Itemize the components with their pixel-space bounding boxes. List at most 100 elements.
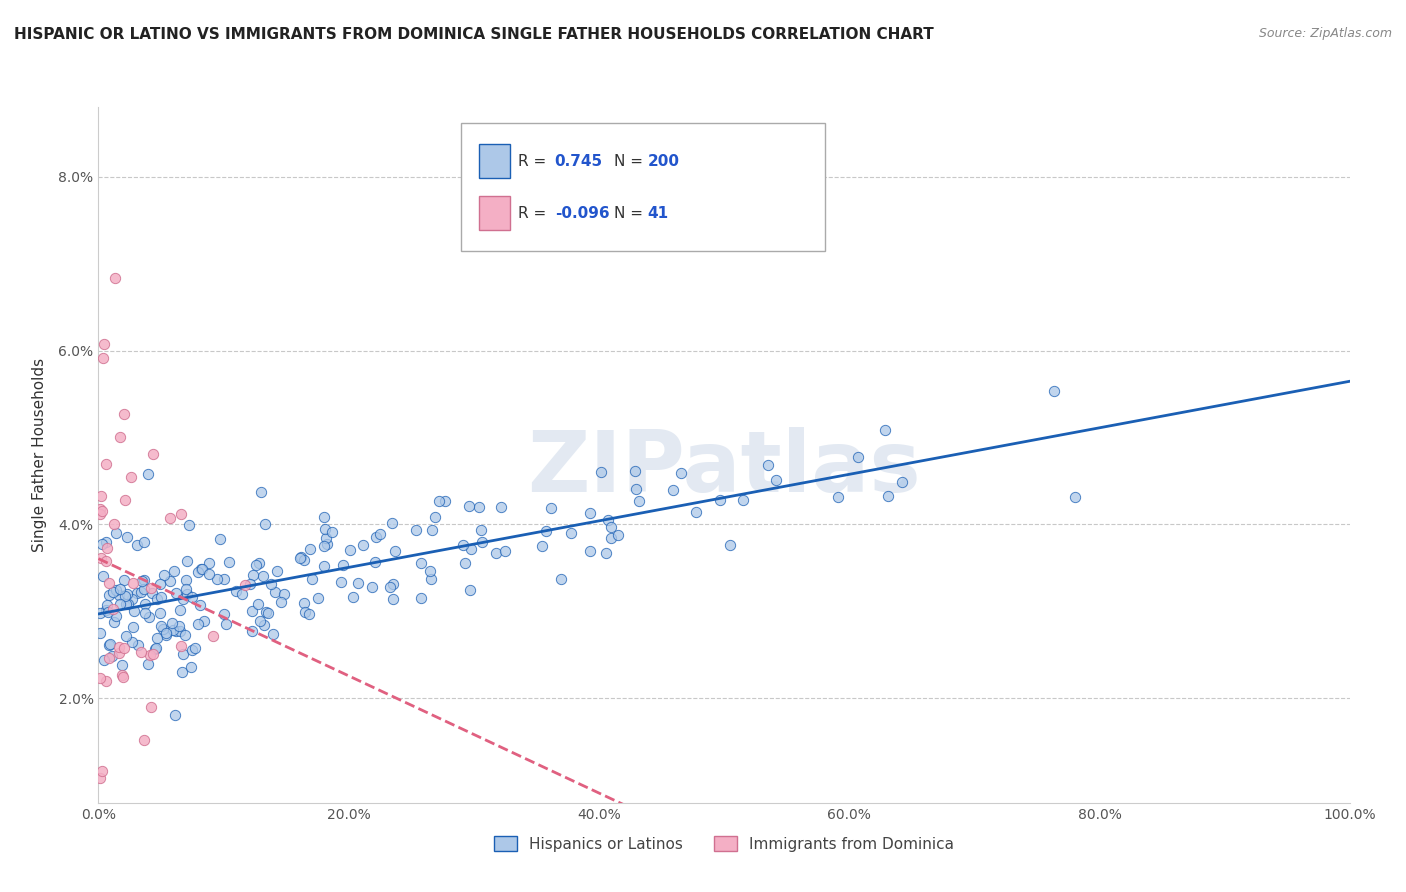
Point bbox=[669, 466, 692, 480]
Point bbox=[111, 670, 134, 684]
Point bbox=[250, 484, 273, 499]
Point bbox=[184, 640, 207, 655]
Point bbox=[352, 538, 374, 552]
Point bbox=[120, 470, 142, 484]
Point bbox=[891, 475, 914, 489]
Point bbox=[180, 660, 202, 674]
Point bbox=[381, 591, 404, 606]
Point bbox=[176, 554, 198, 568]
Point bbox=[162, 623, 184, 637]
Point bbox=[540, 501, 562, 516]
Point bbox=[138, 609, 160, 624]
Point bbox=[90, 550, 112, 565]
Point bbox=[245, 558, 267, 573]
Point bbox=[454, 556, 477, 570]
Point bbox=[108, 582, 131, 597]
Point bbox=[141, 700, 163, 714]
Point bbox=[125, 586, 148, 600]
Point bbox=[96, 602, 118, 616]
Point bbox=[107, 640, 129, 655]
Point bbox=[253, 618, 276, 632]
Point bbox=[136, 467, 159, 481]
Point bbox=[98, 651, 121, 665]
Text: N =: N = bbox=[614, 153, 643, 169]
Point bbox=[661, 483, 683, 498]
Point bbox=[628, 494, 651, 508]
Point bbox=[316, 537, 339, 551]
Point bbox=[468, 500, 491, 514]
Point bbox=[91, 536, 114, 550]
Point bbox=[378, 580, 401, 594]
Point bbox=[599, 531, 621, 545]
Point bbox=[115, 587, 138, 601]
Point bbox=[108, 588, 131, 602]
Point bbox=[121, 620, 143, 634]
Point bbox=[112, 640, 135, 655]
Point bbox=[131, 574, 153, 589]
Point bbox=[142, 446, 165, 460]
Point bbox=[257, 607, 280, 621]
Point bbox=[127, 638, 149, 652]
Point bbox=[536, 524, 558, 538]
Point bbox=[108, 430, 131, 444]
Point bbox=[321, 525, 343, 540]
Point bbox=[314, 510, 336, 524]
Point bbox=[108, 646, 131, 660]
Text: Source: ZipAtlas.com: Source: ZipAtlas.com bbox=[1258, 27, 1392, 40]
Point bbox=[132, 535, 155, 549]
Point bbox=[531, 539, 554, 553]
Text: R =: R = bbox=[519, 205, 547, 220]
Point bbox=[270, 595, 292, 609]
Point bbox=[114, 628, 136, 642]
Point bbox=[117, 597, 139, 611]
Point bbox=[419, 572, 441, 586]
Point bbox=[91, 351, 114, 365]
Point bbox=[129, 585, 152, 599]
Point bbox=[231, 587, 253, 601]
Point bbox=[149, 619, 172, 633]
Point bbox=[242, 624, 264, 639]
Point bbox=[103, 517, 125, 532]
Point bbox=[239, 577, 262, 591]
Point bbox=[626, 482, 648, 496]
Point bbox=[433, 493, 456, 508]
Point bbox=[146, 632, 169, 646]
Point bbox=[579, 544, 602, 558]
Text: 200: 200 bbox=[648, 153, 679, 169]
Text: -0.096: -0.096 bbox=[555, 205, 609, 220]
Point bbox=[212, 572, 235, 586]
Point bbox=[170, 507, 193, 521]
Point bbox=[122, 576, 145, 591]
Text: HISPANIC OR LATINO VS IMMIGRANTS FROM DOMINICA SINGLE FATHER HOUSEHOLDS CORRELAT: HISPANIC OR LATINO VS IMMIGRANTS FROM DO… bbox=[14, 27, 934, 42]
Point bbox=[332, 558, 354, 573]
Point bbox=[173, 628, 195, 642]
Point bbox=[165, 624, 187, 638]
Point bbox=[104, 271, 127, 285]
Point bbox=[339, 543, 361, 558]
Point bbox=[148, 606, 170, 620]
Text: ZIPatlas: ZIPatlas bbox=[527, 427, 921, 510]
Text: R =: R = bbox=[519, 153, 547, 169]
Point bbox=[846, 450, 869, 464]
Point bbox=[347, 576, 370, 591]
Point bbox=[420, 523, 443, 537]
Point bbox=[233, 578, 256, 592]
Point bbox=[315, 531, 337, 545]
Point bbox=[249, 615, 271, 629]
Point bbox=[709, 492, 731, 507]
Point bbox=[89, 508, 111, 522]
Point bbox=[598, 513, 620, 527]
Point bbox=[94, 457, 117, 471]
Point bbox=[827, 491, 849, 505]
Point bbox=[132, 573, 155, 587]
Point bbox=[242, 568, 264, 582]
Point bbox=[145, 641, 167, 656]
Point bbox=[165, 585, 187, 599]
Point bbox=[190, 562, 212, 576]
Point bbox=[89, 502, 111, 516]
Point bbox=[253, 516, 276, 531]
Point bbox=[260, 576, 283, 591]
Point bbox=[98, 637, 121, 651]
Point bbox=[470, 523, 492, 537]
Point bbox=[489, 500, 512, 515]
